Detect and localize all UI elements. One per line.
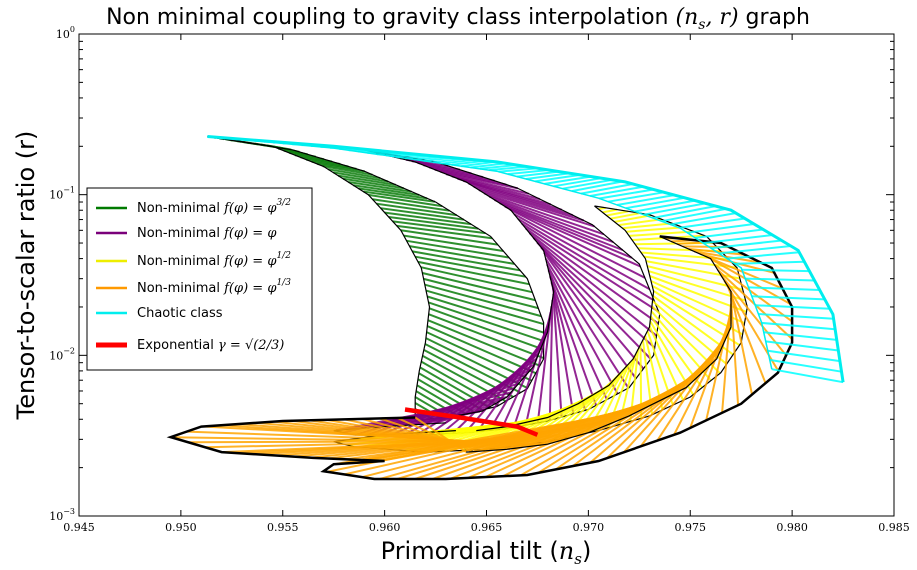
- hatch-line: [670, 213, 735, 224]
- x-tick-label: 0.985: [878, 521, 910, 534]
- hatch-line: [526, 228, 659, 323]
- x-tick-label: 0.950: [165, 521, 197, 534]
- hatch-line: [484, 193, 604, 234]
- legend-label: Non-minimal f(φ) = φ3/2: [137, 198, 291, 216]
- hatch-line: [547, 264, 618, 393]
- hatch-line: [735, 262, 805, 264]
- legend-label: Non-minimal f(φ) = φ1/2: [137, 251, 291, 269]
- x-axis-title: Primordial tilt (ns): [381, 537, 592, 568]
- hatch-line: [766, 341, 839, 350]
- hatch-line: [626, 227, 683, 231]
- hatch-line: [764, 332, 837, 340]
- y-tick-label: 10−1: [49, 186, 75, 202]
- hatch-line: [603, 210, 618, 213]
- hatch-line: [412, 251, 520, 270]
- hatch-line: [422, 273, 535, 300]
- hatch-line: [742, 270, 810, 271]
- y-tick-label: 10−2: [49, 346, 75, 362]
- hatch-line: [514, 214, 649, 289]
- hatch-line: [415, 257, 525, 277]
- legend-label: Exponential γ = √(2/3): [137, 338, 284, 353]
- hatch-line: [617, 195, 674, 205]
- hatch-line: [714, 265, 792, 322]
- hatch-line: [629, 232, 694, 236]
- legend-label: Chaotic class: [137, 306, 223, 321]
- x-tick-label: 0.960: [369, 521, 401, 534]
- x-tick-label: 0.970: [573, 521, 605, 534]
- legend-label: Non-minimal f(φ) = φ1/3: [137, 278, 291, 296]
- legend-label: Non-minimal f(φ) = φ: [137, 226, 277, 241]
- hatch-line: [535, 175, 580, 182]
- x-tick-label: 0.965: [471, 521, 503, 534]
- x-tick-label: 0.945: [63, 521, 95, 534]
- x-tick-label: 0.980: [776, 521, 808, 534]
- hatch-line: [762, 323, 836, 329]
- x-tick-label: 0.975: [675, 521, 707, 534]
- hatch-line: [608, 192, 664, 201]
- hatch-line: [768, 351, 840, 361]
- hatch-line: [749, 287, 820, 290]
- y-tick-label: 100: [56, 25, 75, 41]
- chart-title: Non minimal coupling to gravity class in…: [106, 5, 810, 33]
- legend: Non-minimal f(φ) = φ3/2 Non-minimal f(φ) …: [87, 188, 312, 370]
- x-tick-label: 0.955: [267, 521, 299, 534]
- y-axis-title: Tensor-to-scalar ratio (r): [12, 131, 40, 421]
- hatch-line: [745, 279, 814, 281]
